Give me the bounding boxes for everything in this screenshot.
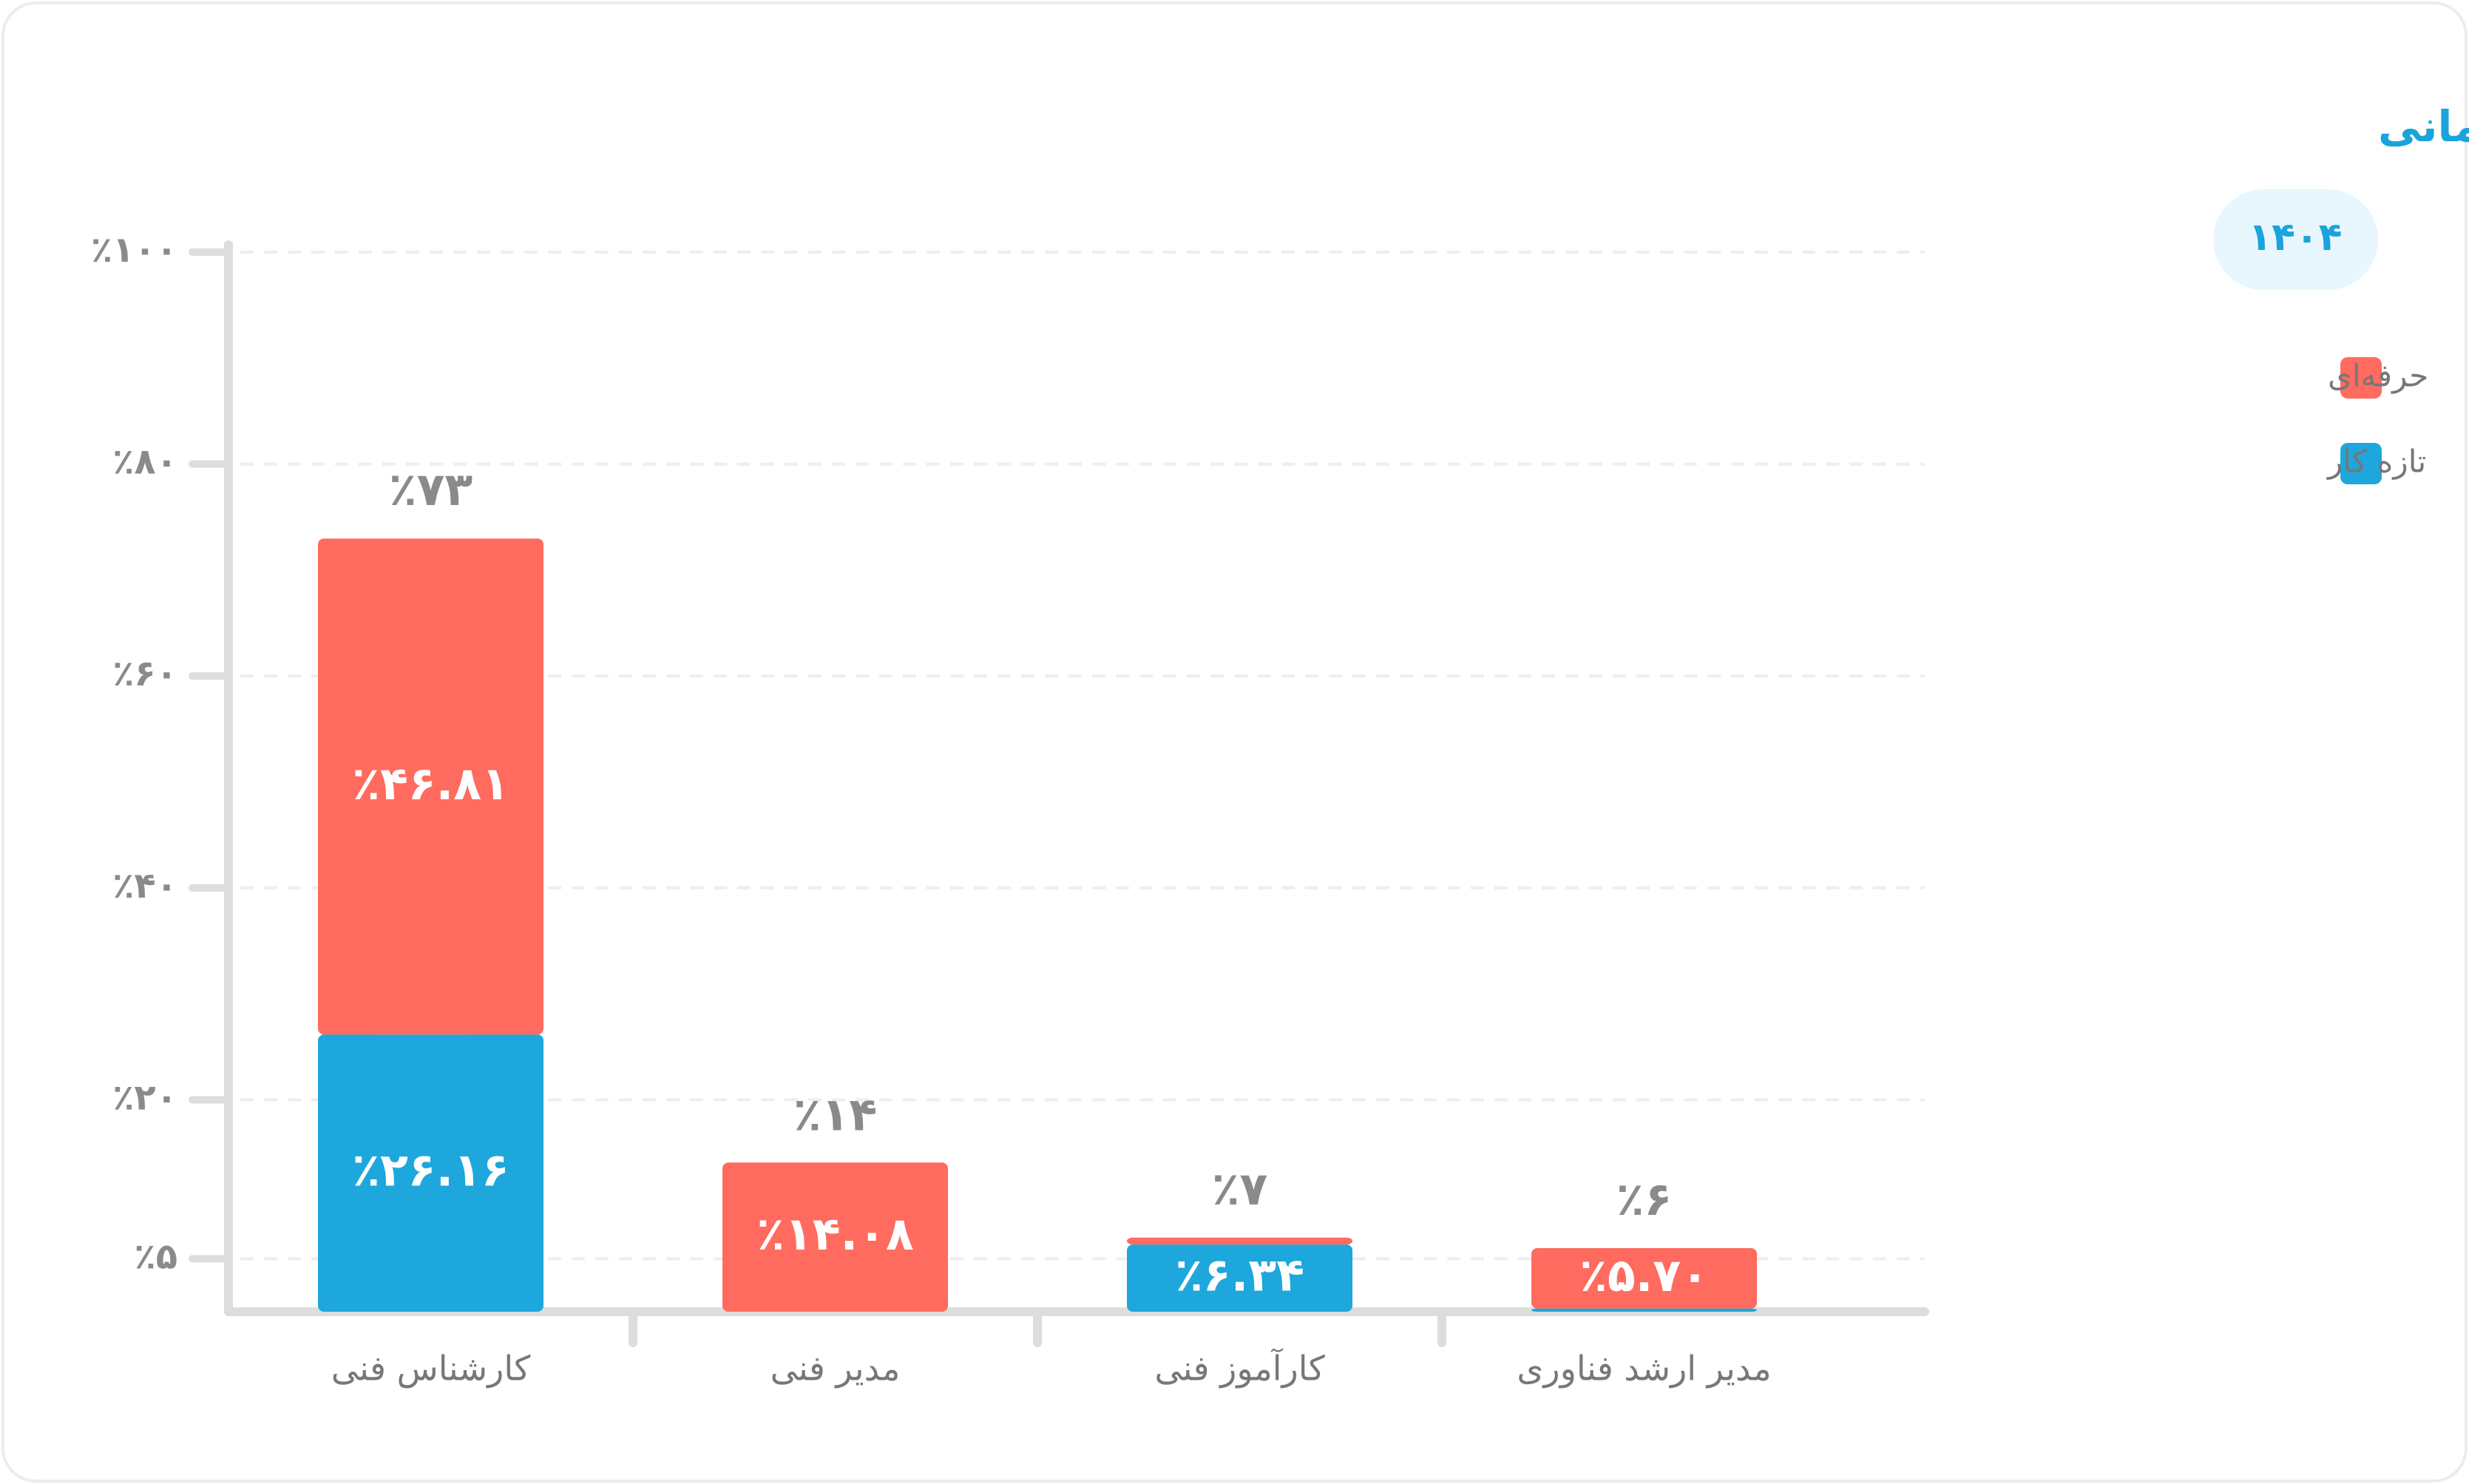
y-tick-label: ٪۲۰ bbox=[112, 1077, 177, 1118]
bar-segment bbox=[1531, 1308, 1757, 1312]
data-label: ٪۵.۷۰ bbox=[1579, 1248, 1709, 1302]
y-tick-label: ٪۱۰۰ bbox=[91, 229, 177, 271]
x-tick-label: کارآموز فنی bbox=[1154, 1349, 1324, 1389]
data-label: ٪۲۶.۱۶ bbox=[352, 1143, 509, 1197]
y-tick-label: ٪۴۰ bbox=[112, 865, 177, 907]
legend-label: حرفه‌ای bbox=[2328, 358, 2428, 394]
bar-segment bbox=[318, 538, 543, 1035]
bar-segment bbox=[1127, 1237, 1352, 1245]
x-tick-label: مدیر فنی bbox=[770, 1349, 901, 1389]
legend-label: تازه کار bbox=[2326, 444, 2426, 480]
year-filter-label[interactable]: ۱۴۰۴ bbox=[2249, 215, 2343, 260]
legend-swatch bbox=[2340, 443, 2382, 484]
legend-swatch bbox=[2340, 357, 2382, 399]
total-label: ٪۱۴ bbox=[793, 1087, 878, 1141]
x-tick-label: کارشناس فنی bbox=[331, 1349, 531, 1389]
total-label: ٪۷ bbox=[1212, 1162, 1268, 1216]
total-label: ٪۷۳ bbox=[389, 462, 473, 516]
x-tick-label: مدیر ارشد فناوری bbox=[1517, 1349, 1771, 1389]
y-tick-label: ٪۵ bbox=[134, 1236, 177, 1277]
data-label: ٪۴۶.۸۱ bbox=[352, 756, 509, 810]
data-label: ٪۱۴.۰۸ bbox=[756, 1207, 914, 1261]
chart-title: وضعیت ساختار سازمانی bbox=[2378, 101, 2469, 152]
bar-segment bbox=[722, 1162, 948, 1312]
bar-segment bbox=[1127, 1244, 1352, 1312]
y-tick-label: ٪۶۰ bbox=[112, 653, 177, 694]
bar-segment bbox=[1531, 1248, 1757, 1309]
year-filter[interactable] bbox=[2213, 189, 2378, 290]
y-tick-label: ٪۸۰ bbox=[112, 441, 177, 483]
total-label: ٪۶ bbox=[1616, 1172, 1673, 1226]
bar-segment bbox=[318, 1034, 543, 1312]
data-label: ٪۶.۳۴ bbox=[1175, 1248, 1304, 1302]
